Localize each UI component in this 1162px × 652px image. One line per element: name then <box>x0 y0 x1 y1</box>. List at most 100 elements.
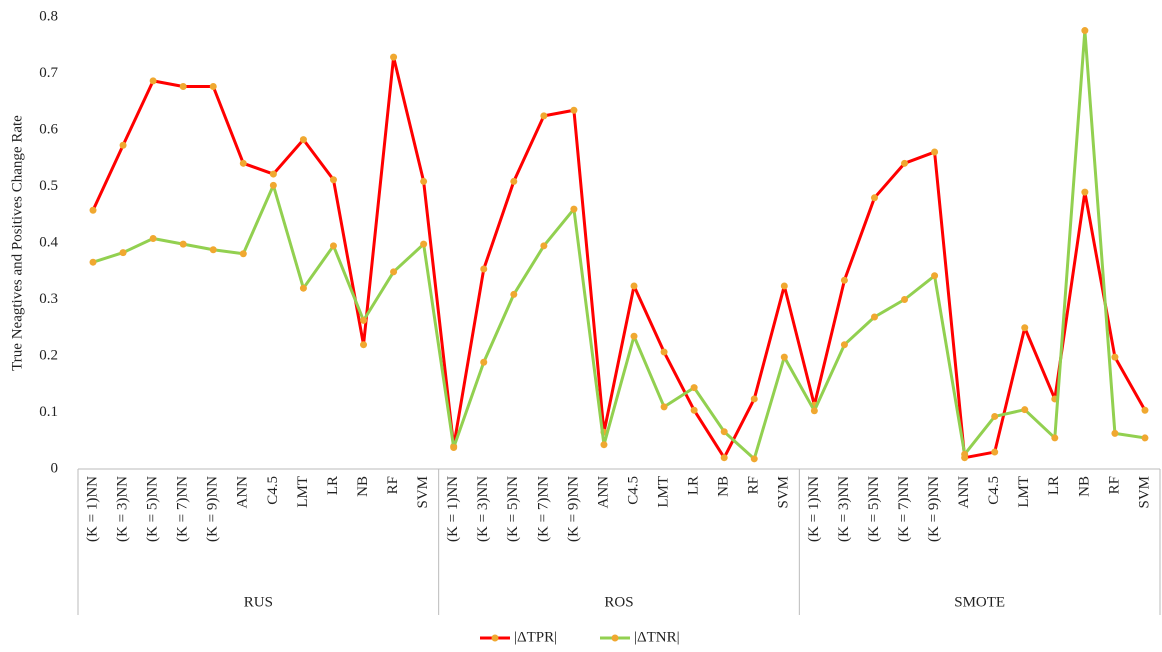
data-point <box>840 341 848 349</box>
data-point <box>360 316 368 324</box>
x-tick-label: (K = 7)NN <box>896 476 912 542</box>
data-point <box>931 272 939 280</box>
data-point <box>510 290 518 298</box>
y-tick-label: 0.5 <box>39 178 58 194</box>
legend-marker <box>611 634 619 642</box>
data-point <box>299 136 307 144</box>
data-point <box>239 159 247 167</box>
x-tick-label: (K = 9)NN <box>926 476 942 542</box>
data-point <box>780 353 788 361</box>
x-tick-label: (K = 3)NN <box>836 476 852 542</box>
data-point <box>119 249 127 257</box>
data-point <box>600 441 608 449</box>
x-tick-label: (K = 3)NN <box>115 476 131 542</box>
x-tick-label: (K = 1)NN <box>445 476 461 542</box>
series-line <box>91 55 1147 460</box>
data-point <box>149 234 157 242</box>
x-tick-label: SVM <box>1136 476 1152 509</box>
data-point <box>179 82 187 90</box>
legend-marker <box>491 634 499 642</box>
x-tick-label: (K = 5)NN <box>145 476 161 542</box>
data-point <box>961 450 969 458</box>
data-point <box>991 412 999 420</box>
data-point <box>269 170 277 178</box>
data-point <box>1141 406 1149 414</box>
x-tick-label: ANN <box>956 476 972 509</box>
group-label: RUS <box>244 594 273 610</box>
x-tick-label: (K = 5)NN <box>505 476 521 542</box>
data-point <box>720 428 728 436</box>
data-point <box>1021 324 1029 332</box>
x-tick-label: SVM <box>415 476 431 509</box>
data-point <box>750 395 758 403</box>
x-tick-label: ANN <box>235 476 251 509</box>
x-tick-label: (K = 7)NN <box>535 476 551 542</box>
data-point <box>1111 353 1119 361</box>
x-tick-label: LR <box>1046 476 1062 495</box>
x-tick-label: (K = 9)NN <box>565 476 581 542</box>
y-tick-label: 0 <box>51 460 59 476</box>
y-tick-label: 0.1 <box>39 404 58 420</box>
x-tick-label: C4.5 <box>625 476 641 505</box>
x-tick-label: LR <box>325 476 341 495</box>
y-tick-label: 0.3 <box>39 291 58 307</box>
x-tick-label: SVM <box>776 476 792 509</box>
legend-label: |ΔTPR| <box>514 629 557 645</box>
x-tick-label: LMT <box>656 476 672 508</box>
x-tick-label: (K = 1)NN <box>806 476 822 542</box>
data-point <box>570 205 578 213</box>
data-point <box>810 407 818 415</box>
data-point <box>870 313 878 321</box>
data-point <box>239 250 247 258</box>
data-point <box>149 77 157 85</box>
data-point <box>510 177 518 185</box>
x-tick-label: NB <box>355 476 371 497</box>
data-point <box>209 82 217 90</box>
data-point <box>119 141 127 149</box>
x-tick-label: (K = 3)NN <box>475 476 491 542</box>
data-point <box>750 455 758 463</box>
group-label: SMOTE <box>954 594 1005 610</box>
series-line <box>92 29 1146 461</box>
data-point <box>690 384 698 392</box>
y-tick-label: 0.7 <box>39 65 58 81</box>
data-point <box>480 358 488 366</box>
data-point <box>1051 434 1059 442</box>
data-point <box>540 112 548 120</box>
data-point <box>630 332 638 340</box>
x-tick-label: C4.5 <box>986 476 1002 505</box>
data-point <box>360 341 368 349</box>
x-tick-label: (K = 9)NN <box>205 476 221 542</box>
x-tick-label: LMT <box>1016 476 1032 508</box>
x-tick-label: NB <box>1076 476 1092 497</box>
data-point <box>931 148 939 156</box>
group-label: ROS <box>604 594 633 610</box>
data-point <box>420 177 428 185</box>
x-tick-label: (K = 7)NN <box>175 476 191 542</box>
data-point <box>780 282 788 290</box>
x-tick-label: LR <box>686 476 702 495</box>
data-point <box>89 258 97 266</box>
data-point <box>89 206 97 214</box>
legend-label: |ΔTNR| <box>634 629 680 645</box>
data-point <box>450 444 458 452</box>
y-tick-label: 0.2 <box>39 347 58 363</box>
data-point <box>1081 27 1089 35</box>
data-point <box>329 176 337 184</box>
data-point <box>1081 188 1089 196</box>
data-point <box>840 276 848 284</box>
data-point <box>179 240 187 248</box>
y-axis-title: True Neagtives and Positives Change Rate <box>9 115 25 371</box>
data-point <box>269 181 277 189</box>
x-tick-label: ANN <box>595 476 611 509</box>
data-point <box>660 403 668 411</box>
data-point <box>690 406 698 414</box>
data-point <box>870 194 878 202</box>
data-point <box>630 282 638 290</box>
y-tick-label: 0.4 <box>39 234 58 250</box>
x-tick-label: LMT <box>295 476 311 508</box>
data-point <box>570 106 578 114</box>
data-point <box>1021 406 1029 414</box>
data-point <box>480 265 488 273</box>
